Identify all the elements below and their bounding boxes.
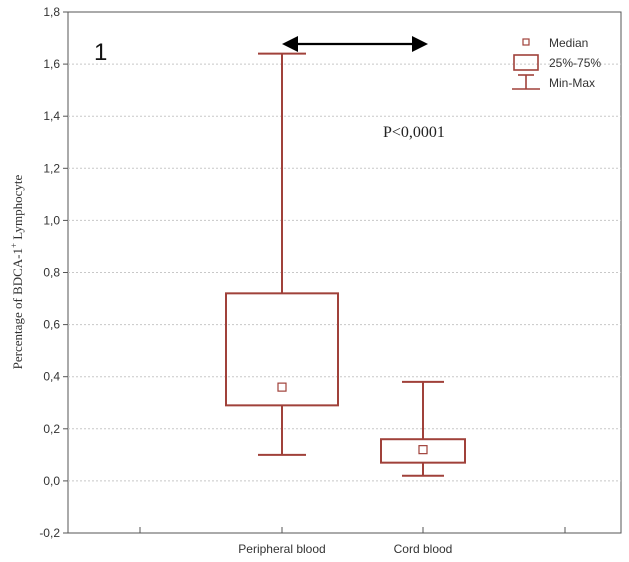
y-tick-label: 1,0 bbox=[43, 213, 60, 227]
gridlines bbox=[68, 63, 621, 482]
y-axis-label: Percentage of BDCA-1+ Lymphocyte bbox=[9, 174, 25, 369]
y-tick-label: 1,6 bbox=[43, 57, 60, 71]
legend-box-symbol bbox=[513, 54, 539, 71]
y-tick-label: -0,2 bbox=[39, 526, 60, 540]
y-tick-label: 1,2 bbox=[43, 161, 60, 175]
p-value-annotation: P<0,0001 bbox=[383, 124, 445, 141]
x-tick-label: Peripheral blood bbox=[238, 542, 325, 556]
iqr-box bbox=[380, 438, 466, 464]
panel-label: 1 bbox=[94, 39, 107, 66]
median-marker bbox=[277, 382, 287, 392]
y-tick-label: 0,6 bbox=[43, 318, 60, 332]
legend-median-label: Median bbox=[549, 36, 588, 50]
y-tick-label: 0,2 bbox=[43, 422, 60, 436]
y-tick-label: 1,4 bbox=[43, 109, 60, 123]
y-tick-label: 0,8 bbox=[43, 266, 60, 280]
comparison-arrow bbox=[282, 36, 428, 52]
legend-median-symbol bbox=[522, 38, 530, 46]
box-series bbox=[225, 52, 466, 477]
legend: Median 25%-75% Min-Max bbox=[512, 36, 601, 90]
legend-box-label: 25%-75% bbox=[549, 56, 601, 70]
y-tick-label: 0,4 bbox=[43, 370, 60, 384]
median-marker bbox=[418, 445, 428, 455]
y-tick-label: 1,8 bbox=[43, 5, 60, 19]
iqr-box bbox=[225, 292, 339, 407]
box-peripheral-blood bbox=[225, 52, 339, 456]
box-cord-blood bbox=[380, 380, 466, 477]
y-tick-label: 0,0 bbox=[43, 474, 60, 488]
y-axis-ticks: -0,2 0,0 0,2 0,4 0,6 0,8 1,0 1,2 1,4 1,6 1,8 bbox=[39, 5, 68, 540]
x-axis-ticks: Peripheral blood Cord blood bbox=[139, 527, 566, 556]
legend-whisker-label: Min-Max bbox=[549, 76, 595, 90]
legend-whisker-symbol bbox=[512, 74, 540, 90]
x-tick-label: Cord blood bbox=[394, 542, 453, 556]
